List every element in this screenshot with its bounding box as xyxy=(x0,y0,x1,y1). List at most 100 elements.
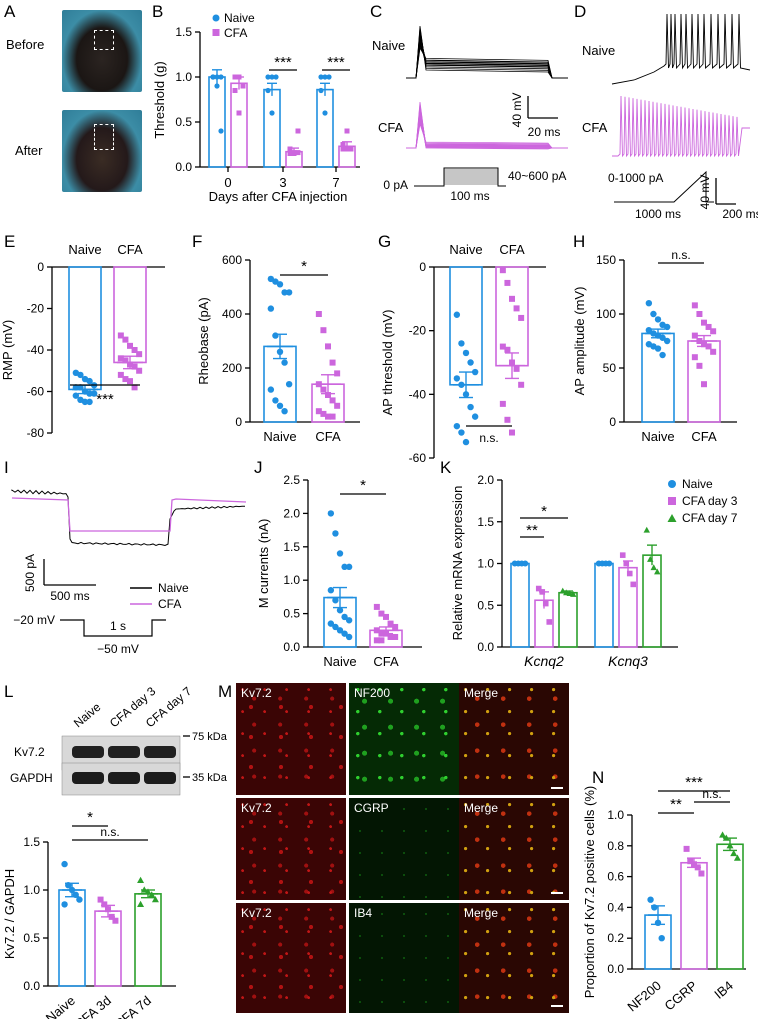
sig-label: n.s. xyxy=(671,248,690,262)
y-axis-label: RMP (mV) xyxy=(0,320,15,380)
bar xyxy=(263,88,281,168)
data-point xyxy=(327,510,335,517)
data-point xyxy=(72,392,80,399)
y-tick-label: -80 xyxy=(27,426,45,440)
data-point xyxy=(332,597,339,604)
data-point xyxy=(232,74,238,80)
data-point xyxy=(122,357,129,364)
data-point xyxy=(285,381,293,388)
sig-label: * xyxy=(541,503,547,520)
data-point xyxy=(315,381,322,388)
duration-label: 1 s xyxy=(110,619,126,633)
mouse-photo-after xyxy=(62,110,142,192)
micrograph-merge: Merge xyxy=(459,683,569,795)
data-point xyxy=(570,590,577,597)
data-point xyxy=(378,630,385,637)
sig-label: n.s. xyxy=(100,825,119,839)
data-point xyxy=(127,361,133,368)
step-end-label: 40~600 pA xyxy=(508,169,566,183)
data-point xyxy=(117,332,124,339)
micrograph-label: Kv7.2 xyxy=(241,906,272,920)
x-tick-label: Naive xyxy=(449,242,482,257)
data-point xyxy=(696,362,703,369)
x-tick-label: Kcnq2 xyxy=(524,653,564,669)
y-tick-label: 0 xyxy=(419,260,426,274)
legend-label: Naive xyxy=(158,581,189,595)
micrograph-kv72: Kv7.2 xyxy=(236,798,346,900)
y-tick-label: 150 xyxy=(596,253,616,267)
mouse-photo-before xyxy=(62,10,142,92)
data-point xyxy=(332,530,339,537)
data-point xyxy=(733,854,741,861)
micrograph-label: Merge xyxy=(464,686,499,700)
traces-d: Naive CFA 0-1000 pA 1000 ms 40 mV 200 ms xyxy=(582,13,758,221)
data-point xyxy=(730,849,738,857)
data-point xyxy=(81,398,89,406)
trace-cfa xyxy=(406,123,568,149)
data-point xyxy=(90,390,98,397)
data-point xyxy=(318,87,324,94)
data-point xyxy=(240,83,246,89)
y-tick-label: 1.0 xyxy=(175,70,192,84)
micrograph-merge: Merge xyxy=(459,903,569,1013)
data-point xyxy=(341,613,348,621)
y-tick-label: 0 xyxy=(37,260,44,274)
data-point xyxy=(504,346,511,353)
y-axis-label: Threshold (g) xyxy=(152,61,167,138)
scale-label-t: 200 ms xyxy=(722,207,758,221)
data-point xyxy=(458,429,465,436)
data-point xyxy=(392,633,399,640)
x-tick-label: CFA xyxy=(373,654,399,669)
data-point xyxy=(499,343,506,350)
trace-label-cfa: CFA xyxy=(582,120,608,135)
data-point xyxy=(691,332,698,339)
bar xyxy=(594,562,614,648)
bar xyxy=(208,76,226,168)
data-point xyxy=(210,74,216,80)
data-point xyxy=(651,904,658,911)
data-point xyxy=(101,901,108,908)
data-point xyxy=(61,901,68,908)
data-point xyxy=(663,337,671,345)
step-duration-label: 100 ms xyxy=(450,189,489,203)
y-axis-label: Rheobase (pA) xyxy=(196,297,211,384)
data-point xyxy=(654,316,662,323)
data-point xyxy=(320,386,327,393)
data-point xyxy=(462,391,470,398)
data-point xyxy=(344,128,350,134)
data-point xyxy=(606,560,613,567)
data-point xyxy=(392,623,399,630)
data-point xyxy=(619,552,626,558)
data-point xyxy=(645,327,653,334)
y-tick-label: 1.0 xyxy=(477,557,494,571)
data-point xyxy=(136,367,143,374)
step-voltage-label: −50 mV xyxy=(97,642,139,656)
sig-label: * xyxy=(360,477,366,494)
data-point xyxy=(214,83,220,89)
data-point xyxy=(710,328,717,335)
legend-label: CFA xyxy=(224,26,247,40)
data-point xyxy=(387,633,394,640)
data-point xyxy=(105,906,111,913)
y-tick-label: 1.5 xyxy=(175,25,192,39)
data-point xyxy=(117,371,124,378)
y-tick-label: 0.0 xyxy=(175,160,192,174)
data-point xyxy=(295,150,301,156)
data-point xyxy=(336,627,344,634)
data-point xyxy=(318,74,324,80)
data-point xyxy=(535,585,542,592)
trace-naive xyxy=(611,13,751,85)
data-point xyxy=(144,888,152,895)
y-tick-label: 100 xyxy=(596,307,616,321)
data-point xyxy=(269,74,275,80)
ramp-protocol xyxy=(614,170,714,203)
panel-letter-k: K xyxy=(440,458,452,477)
legend-label: CFA day 7 xyxy=(682,511,738,525)
x-tick-label: Naive xyxy=(68,242,101,257)
bar xyxy=(316,88,334,168)
data-point xyxy=(467,359,474,366)
data-point xyxy=(694,864,701,871)
sig-label: ** xyxy=(670,796,682,813)
data-point xyxy=(659,334,666,341)
